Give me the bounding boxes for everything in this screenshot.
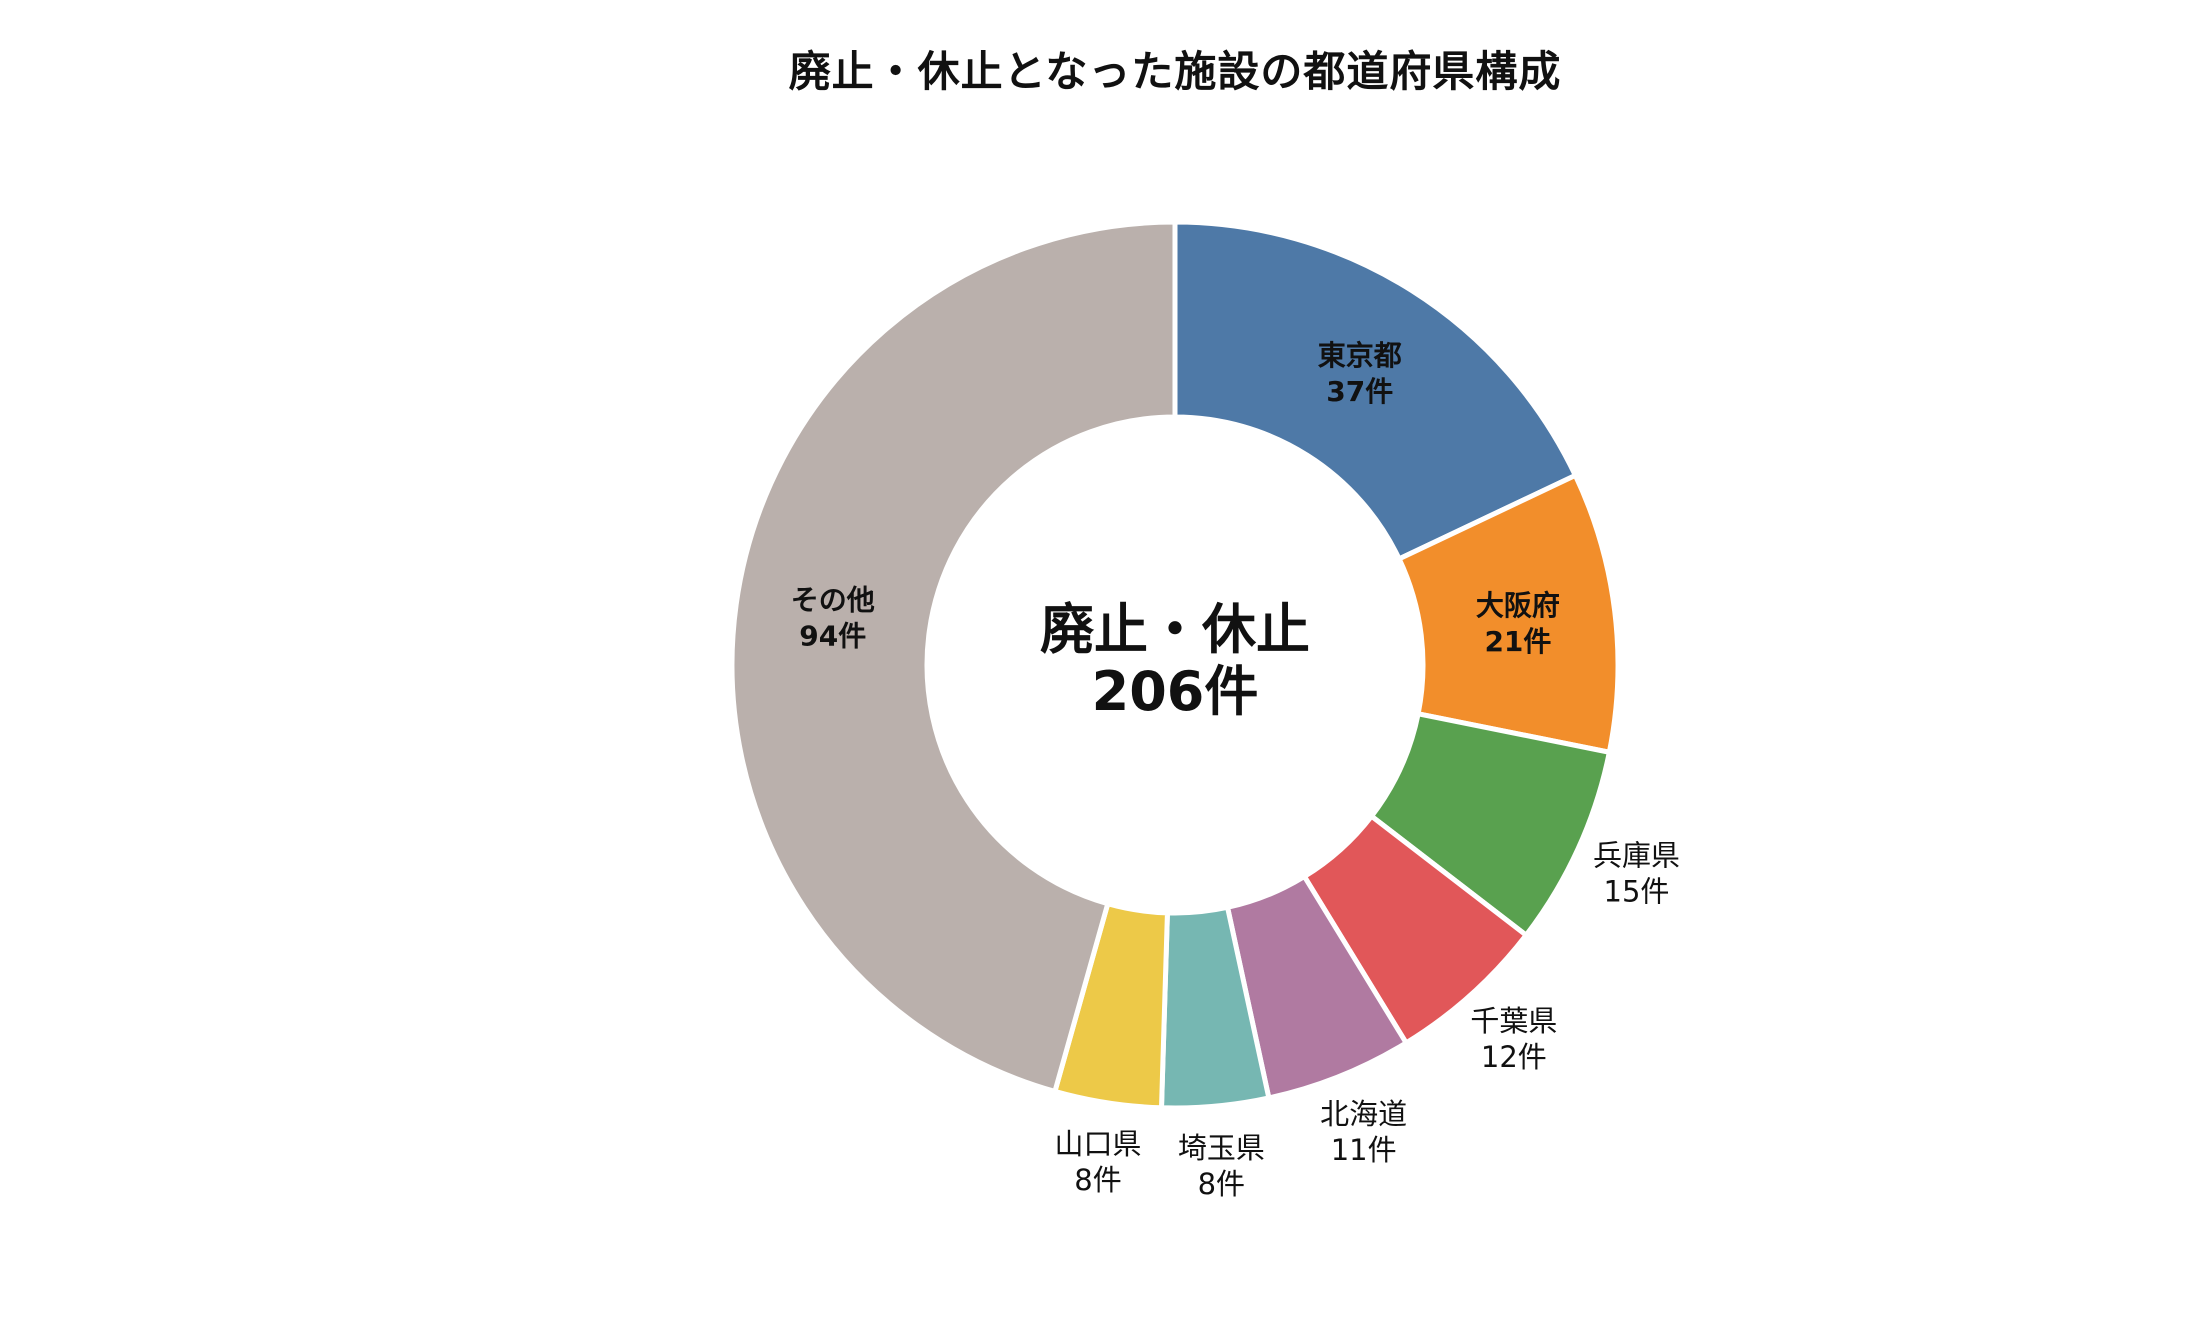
slice-label-name-5: 北海道 [1320,1097,1407,1131]
donut-slices [729,219,1621,1111]
slice-label-name-3: 兵庫県 [1593,838,1680,872]
slice-label-value-8: 94件 [799,620,866,653]
slice-label-value-5: 11件 [1331,1133,1397,1167]
slice-label-name-8: その他 [791,584,875,617]
slice-label-name-2: 大阪府 [1476,589,1560,622]
slice-label-name-7: 山口県 [1054,1127,1141,1161]
chart-title: 廃止・休止となった施設の都道府県構成 [788,47,1562,96]
slice-label-name-6: 埼玉県 [1178,1131,1265,1165]
slice-label-value-7: 8件 [1074,1163,1121,1197]
slice-label-value-6: 8件 [1198,1167,1245,1201]
center-label-line2: 206件 [1092,660,1259,723]
center-label-line1: 廃止・休止 [1040,598,1310,661]
slice-label-name-4: 千葉県 [1470,1004,1557,1038]
slice-label-value-1: 37件 [1326,375,1393,408]
slice-label-name-1: 東京都 [1318,339,1402,372]
slice-label-value-3: 15件 [1604,874,1670,908]
slice-8 [729,219,1178,1095]
slice-labels: 東京都37件大阪府21件兵庫県15件千葉県12件北海道11件埼玉県8件山口県8件… [791,339,1680,1201]
slice-label-value-4: 12件 [1481,1040,1547,1074]
slice-label-value-2: 21件 [1484,625,1551,658]
slice-1 [1172,219,1579,563]
